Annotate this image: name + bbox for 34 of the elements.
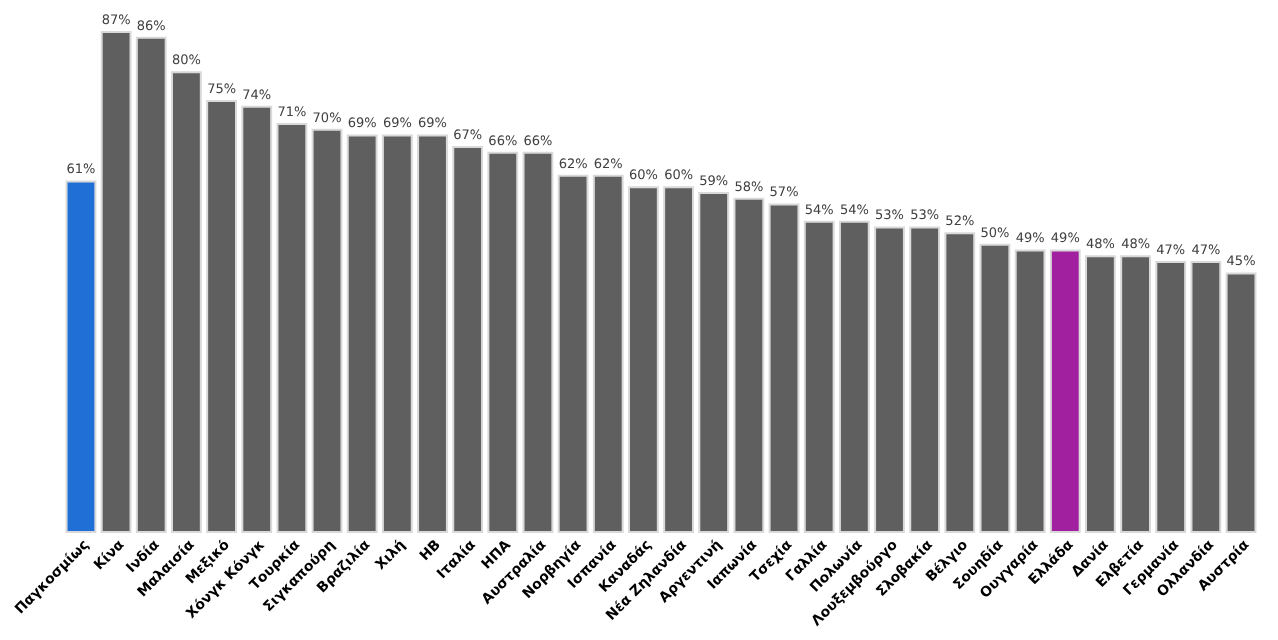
bar (1225, 272, 1257, 533)
bar (487, 151, 519, 533)
bar (452, 145, 484, 533)
bar (241, 105, 273, 533)
bar (592, 174, 624, 533)
bar (1085, 255, 1116, 533)
bar (768, 203, 800, 533)
bar (874, 226, 905, 533)
bar (838, 220, 870, 533)
bar (276, 122, 308, 533)
bar (698, 191, 730, 533)
bar (1190, 260, 1222, 533)
bar (979, 243, 1011, 533)
bar (171, 71, 202, 533)
bar (803, 220, 835, 533)
bar (346, 134, 378, 533)
bar (311, 128, 343, 533)
bar (1155, 260, 1187, 533)
bar (1014, 249, 1046, 533)
bar (628, 186, 659, 533)
bar (206, 99, 237, 533)
bar (909, 226, 941, 533)
bar (1049, 249, 1081, 533)
bar (733, 197, 765, 533)
bar (381, 134, 413, 533)
bar (557, 174, 589, 533)
bar (522, 151, 554, 533)
bar (100, 31, 132, 533)
bar (417, 134, 448, 533)
bar (135, 36, 167, 533)
bar (663, 186, 694, 533)
bar (1120, 255, 1151, 533)
bar (944, 232, 976, 533)
bar (65, 180, 97, 533)
